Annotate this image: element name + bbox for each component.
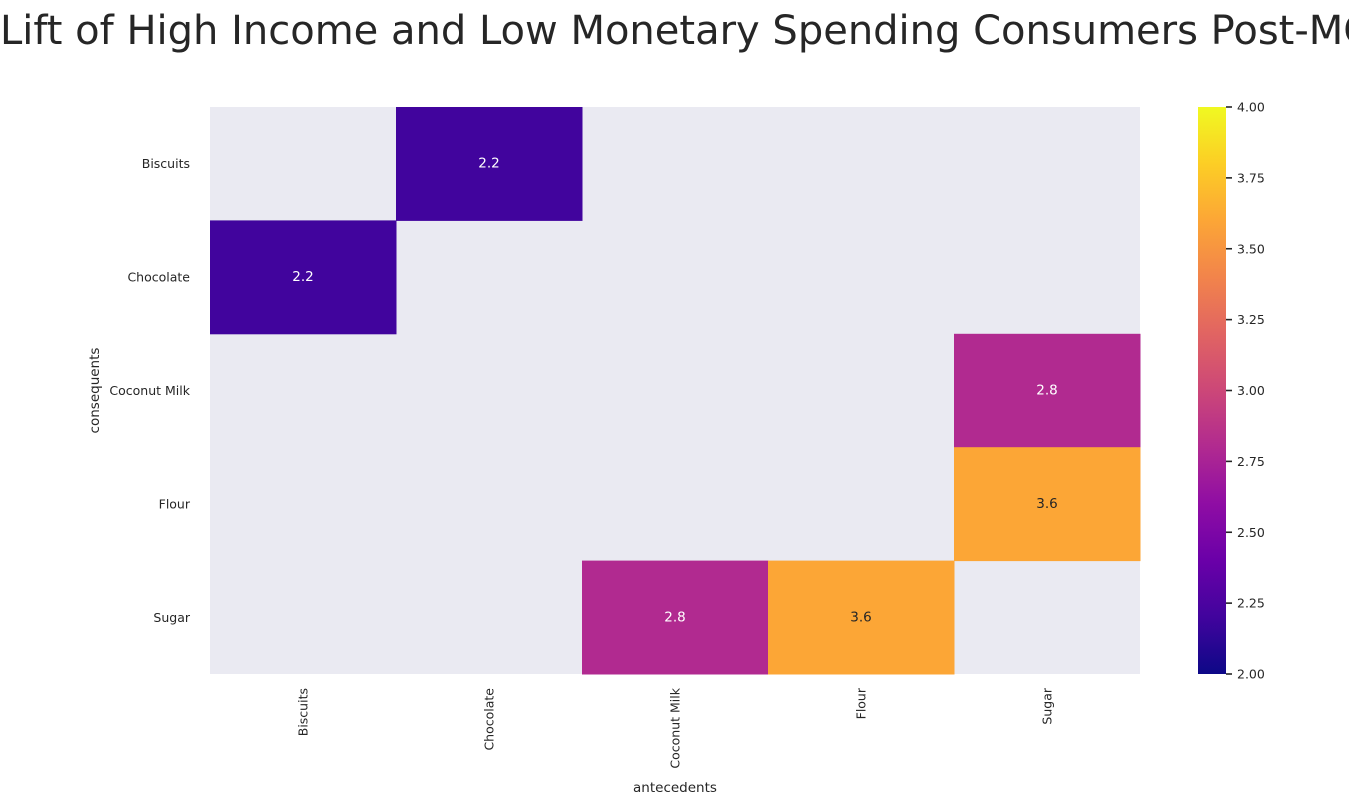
heatmap-cells: 2.2 2.2 2.8 3.6 2.8 3.6 — [210, 107, 1141, 675]
y-tick-label: Sugar — [153, 610, 190, 625]
y-axis-label: consequents — [87, 348, 103, 434]
heatmap-cell — [210, 220, 397, 335]
x-tick-labels: Biscuits Chocolate Coconut Milk Flour Sugar — [296, 687, 1055, 768]
cell-value-label: 2.8 — [664, 609, 685, 625]
heatmap-cell — [768, 560, 955, 675]
colorbar-tick-label: 2.00 — [1237, 667, 1265, 682]
colorbar — [1198, 107, 1226, 674]
colorbar-tick-label: 3.50 — [1237, 241, 1265, 256]
heatmap-cell — [582, 560, 769, 675]
heatmap-cell — [954, 447, 1141, 562]
y-tick-labels: Biscuits Chocolate Coconut Milk Flour Sugar — [109, 156, 190, 625]
cell-value-label: 2.2 — [292, 269, 313, 285]
y-tick-label: Chocolate — [127, 270, 190, 285]
x-axis-label: antecedents — [633, 780, 717, 796]
y-tick-label: Flour — [159, 496, 191, 511]
x-tick-label: Sugar — [1040, 687, 1055, 724]
x-tick-label: Biscuits — [296, 688, 311, 736]
cell-value-label: 3.6 — [1036, 496, 1057, 512]
colorbar-ticks: 2.00 2.25 2.50 2.75 3.00 3.25 3.50 3.75 4.00 — [1226, 100, 1265, 682]
colorbar-tick-label: 2.75 — [1237, 454, 1265, 469]
chart-title: Lift of High Income and Low Monetary Spe… — [0, 8, 1349, 54]
cell-value-label: 2.8 — [1036, 383, 1057, 399]
x-tick-label: Flour — [854, 687, 869, 719]
cell-value-label: 2.2 — [478, 156, 499, 172]
heatmap-cell — [396, 107, 583, 221]
y-tick-label: Coconut Milk — [109, 383, 190, 398]
cell-value-label: 3.6 — [850, 609, 871, 625]
heatmap-cell — [954, 333, 1141, 448]
colorbar-tick-label: 3.75 — [1237, 170, 1265, 185]
colorbar-tick-label: 4.00 — [1237, 100, 1265, 115]
colorbar-tick-label: 3.25 — [1237, 312, 1265, 327]
x-tick-label: Chocolate — [482, 688, 497, 751]
x-tick-label: Coconut Milk — [668, 687, 683, 768]
colorbar-tick-label: 2.50 — [1237, 525, 1265, 540]
colorbar-tick-label: 3.00 — [1237, 383, 1265, 398]
colorbar-tick-label: 2.25 — [1237, 596, 1265, 611]
y-tick-label: Biscuits — [142, 156, 190, 171]
